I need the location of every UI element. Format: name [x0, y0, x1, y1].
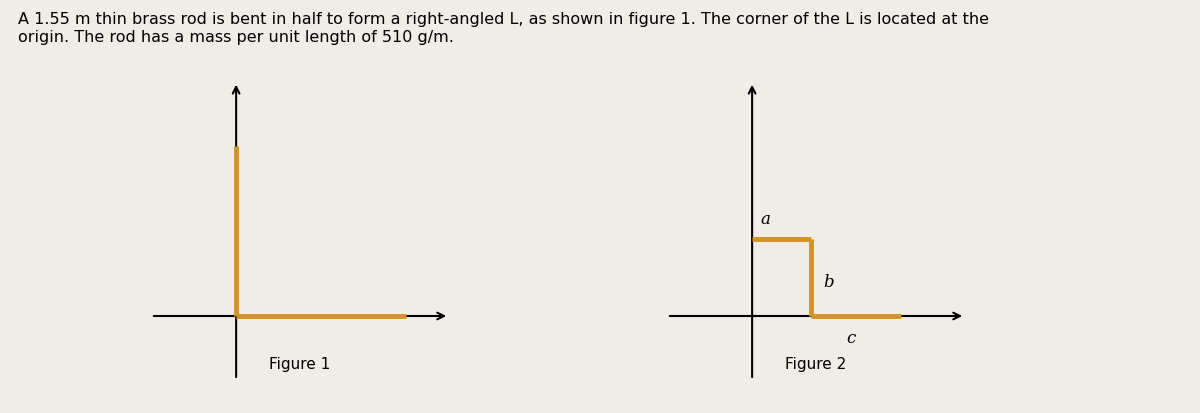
Text: c: c	[846, 329, 856, 346]
Text: Figure 2: Figure 2	[785, 356, 847, 372]
Text: a: a	[760, 210, 770, 227]
Text: A 1.55 m thin brass rod is bent in half to form a right-angled L, as shown in fi: A 1.55 m thin brass rod is bent in half …	[18, 12, 989, 45]
Text: b: b	[823, 273, 834, 290]
Text: Figure 1: Figure 1	[269, 356, 331, 372]
